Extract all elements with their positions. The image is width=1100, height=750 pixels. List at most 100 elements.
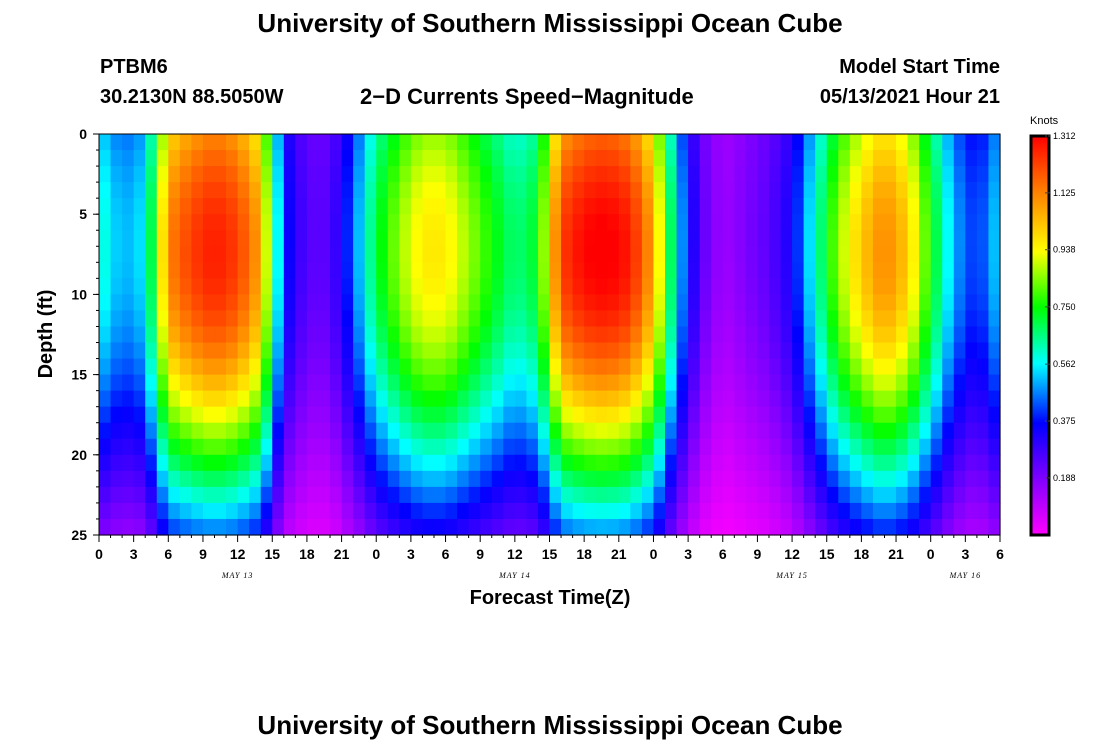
heatmap-cell	[630, 150, 643, 167]
heatmap-cell	[445, 518, 458, 536]
heatmap-cell	[387, 262, 400, 279]
heatmap-cell	[202, 150, 216, 167]
heatmap-cell	[145, 454, 158, 472]
heatmap-cell	[792, 150, 805, 167]
heatmap-cell	[514, 166, 527, 183]
heatmap-cell	[387, 406, 400, 424]
heatmap-cell	[376, 278, 389, 295]
heatmap-cell	[503, 166, 516, 183]
heatmap-cell	[561, 294, 574, 312]
heatmap-cell	[191, 342, 204, 360]
heatmap-cell	[202, 518, 216, 536]
heatmap-cell	[584, 166, 597, 183]
heatmap-cell	[537, 438, 551, 456]
heatmap-cell	[607, 230, 620, 247]
heatmap-cell	[792, 342, 805, 360]
heatmap-cell	[387, 374, 400, 392]
heatmap-cell	[133, 326, 146, 344]
heatmap-cell	[803, 422, 816, 440]
heatmap-cell	[930, 518, 943, 536]
heatmap-cell	[722, 214, 735, 231]
heatmap-cell	[561, 342, 574, 360]
heatmap-cell	[849, 166, 862, 183]
heatmap-cell	[110, 278, 123, 295]
heatmap-cell	[295, 374, 308, 392]
heatmap-cell	[734, 438, 747, 456]
heatmap-cell	[861, 150, 874, 167]
heatmap-cell	[145, 518, 158, 536]
heatmap-cell	[433, 166, 447, 183]
heatmap-cell	[318, 166, 331, 183]
heatmap-cell	[688, 198, 701, 215]
heatmap-cell	[99, 390, 112, 408]
heatmap-cell	[99, 294, 112, 312]
heatmap-cell	[179, 438, 193, 456]
heatmap-cell	[561, 502, 574, 520]
heatmap-cell	[641, 342, 655, 360]
heatmap-cell	[676, 246, 689, 263]
heatmap-cell	[965, 294, 978, 312]
heatmap-cell	[491, 262, 504, 279]
heatmap-cell	[376, 438, 389, 456]
heatmap-cell	[942, 150, 955, 167]
heatmap-cell	[457, 214, 470, 231]
heatmap-cell	[861, 326, 874, 344]
heatmap-cell	[457, 390, 470, 408]
heatmap-cell	[815, 518, 828, 536]
heatmap-cell	[768, 214, 782, 231]
heatmap-cell	[780, 310, 793, 328]
heatmap-cell	[734, 246, 747, 263]
heatmap-cell	[734, 342, 747, 360]
heatmap-cell	[330, 230, 343, 247]
y-tick-label: 15	[71, 367, 87, 383]
heatmap-cell	[699, 182, 712, 199]
heatmap-cell	[826, 454, 839, 472]
heatmap-cell	[491, 326, 504, 344]
heatmap-cell	[711, 422, 724, 440]
heatmap-cell	[537, 278, 551, 295]
heatmap-cell	[133, 166, 146, 183]
heatmap-cell	[514, 294, 527, 312]
heatmap-cell	[491, 374, 504, 392]
heatmap-cell	[387, 454, 400, 472]
heatmap-cell	[249, 358, 262, 376]
heatmap-cell	[919, 262, 932, 279]
heatmap-cell	[387, 326, 400, 344]
heatmap-cell	[872, 326, 886, 344]
x-tick-label: 18	[576, 546, 592, 562]
heatmap-cell	[884, 134, 897, 151]
heatmap-cell	[226, 326, 239, 344]
heatmap-cell	[734, 278, 747, 295]
heatmap-cell	[595, 454, 608, 472]
heatmap-cell	[838, 406, 851, 424]
heatmap-cell	[295, 518, 308, 536]
heatmap-cell	[896, 150, 909, 167]
heatmap-cell	[699, 422, 712, 440]
heatmap-cell	[919, 198, 932, 215]
heatmap-cell	[168, 422, 181, 440]
heatmap-cell	[861, 230, 874, 247]
heatmap-cell	[376, 406, 389, 424]
heatmap-cell	[272, 390, 285, 408]
heatmap-cell	[387, 518, 400, 536]
heatmap-cell	[584, 246, 597, 263]
heatmap-cell	[468, 406, 481, 424]
heatmap-cell	[942, 166, 955, 183]
heatmap-cell	[214, 198, 227, 215]
heatmap-cell	[491, 198, 504, 215]
heatmap-cell	[295, 214, 308, 231]
heatmap-cell	[803, 390, 816, 408]
heatmap-cell	[249, 182, 262, 199]
heatmap-cell	[849, 518, 862, 536]
heatmap-cell	[561, 406, 574, 424]
heatmap-cell	[676, 134, 689, 151]
heatmap-cell	[953, 406, 966, 424]
heatmap-cell	[503, 310, 516, 328]
heatmap-cell	[514, 262, 527, 279]
heatmap-cell	[584, 342, 597, 360]
heatmap-cell	[480, 294, 493, 312]
heatmap-cell	[491, 294, 504, 312]
heatmap-cell	[110, 214, 123, 231]
heatmap-cell	[214, 246, 227, 263]
heatmap-cell	[872, 422, 886, 440]
